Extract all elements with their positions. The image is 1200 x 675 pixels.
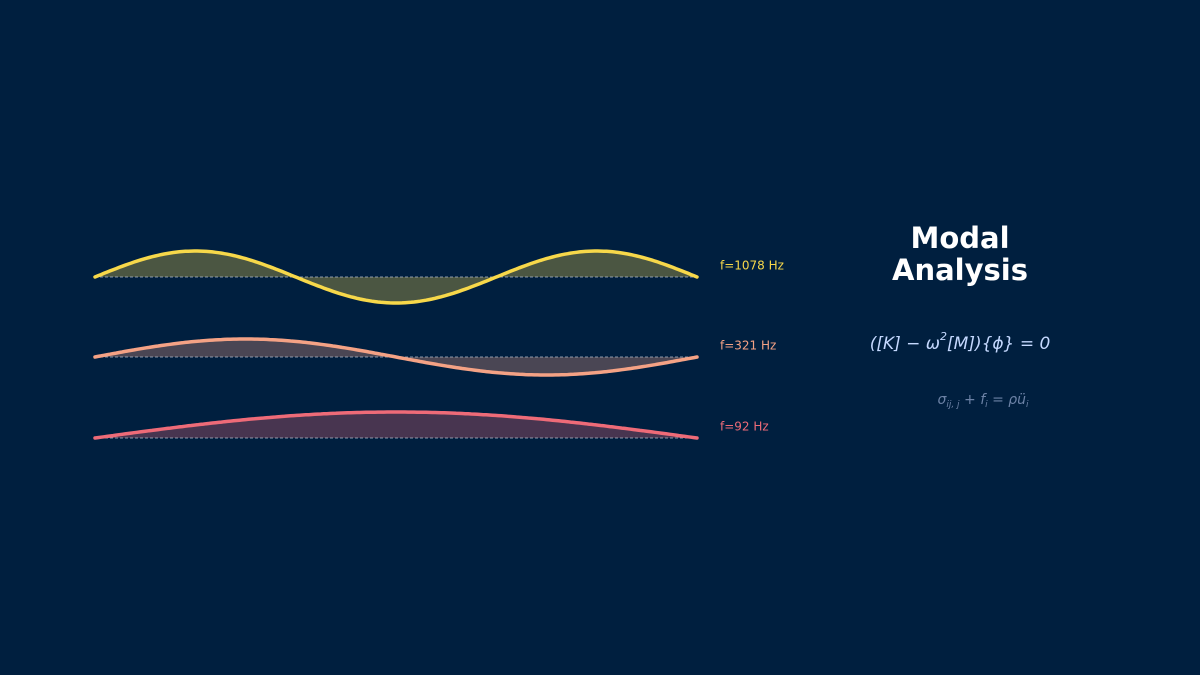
equation-part: σ xyxy=(937,392,947,408)
title-line: Modal xyxy=(910,221,1009,255)
equation-subscript: i xyxy=(1026,400,1029,410)
equation-part: + f xyxy=(960,392,988,408)
equation: σij, j + fi = ρüi xyxy=(937,392,1029,410)
equation-part: ([K] − ω xyxy=(870,334,940,354)
title-line: Analysis xyxy=(892,253,1028,287)
mode-shapes: f=1078 Hz f=321 Hz f=92 Hz xyxy=(93,249,784,440)
equation-subscript: ij, j xyxy=(946,400,960,410)
frequency-label: f=92 Hz xyxy=(720,420,769,434)
equation: ([K] − ω2[M]){ϕ} = 0 xyxy=(870,330,1051,354)
equation-part: [M]){ϕ} = 0 xyxy=(947,334,1050,354)
mode-fill xyxy=(95,412,697,438)
frequency-label: f=321 Hz xyxy=(720,339,776,353)
equation-superscript: 2 xyxy=(940,330,947,343)
mode-shape xyxy=(93,410,699,440)
mode-shape xyxy=(93,249,699,305)
equation-part: = ρü xyxy=(988,392,1027,408)
equation-subscript: i xyxy=(985,400,988,410)
frequency-label: f=1078 Hz xyxy=(720,259,784,273)
mode-shape xyxy=(93,337,699,377)
